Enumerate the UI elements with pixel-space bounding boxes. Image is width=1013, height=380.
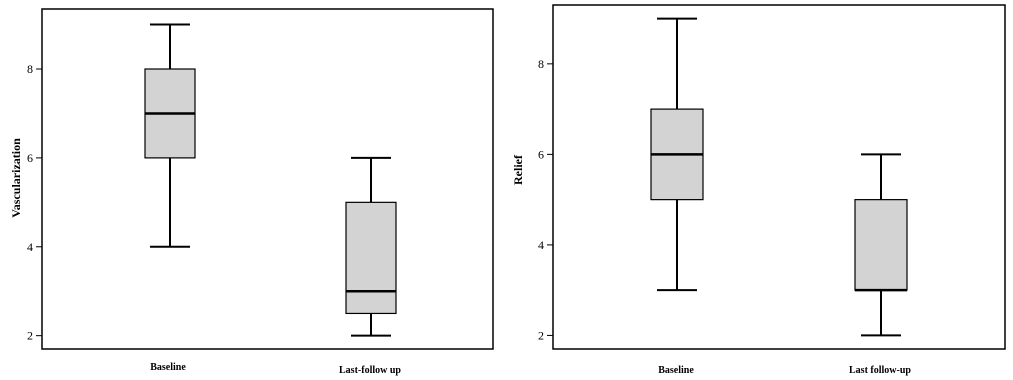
right-box-0: [650, 17, 704, 292]
right-plot-frame: [552, 4, 1006, 350]
left-y-tick-label-2: 6: [27, 151, 33, 165]
left-box-0: [144, 23, 196, 248]
iqr-box: [854, 199, 908, 291]
right-y-tick-label-3: 8: [538, 57, 544, 71]
left-boxes: [144, 23, 397, 337]
right-chart: Relief 2 4 6 8 Baseline Last follow-up: [511, 4, 1006, 376]
right-y-tick-label-0: 2: [538, 328, 544, 342]
left-y-axis-title: Vascularization: [9, 138, 23, 218]
right-box-1: [854, 153, 908, 337]
right-boxes: [650, 17, 908, 337]
left-y-ticks: 2 4 6 8: [27, 62, 42, 343]
left-chart: Vascularization 2 4 6 8 Baseline Last-follo…: [9, 8, 494, 376]
right-x-tick-label-1: Last follow-up: [849, 365, 911, 376]
left-y-tick-label-3: 8: [27, 62, 33, 76]
left-plot-frame: [41, 8, 494, 350]
iqr-box: [345, 201, 397, 315]
left-y-tick-label-0: 2: [27, 329, 33, 343]
left-y-tick-label-1: 4: [27, 240, 33, 254]
right-y-axis-title: Relief: [511, 154, 525, 185]
left-x-tick-label-0: Baseline: [150, 362, 186, 373]
right-y-tick-label-1: 4: [538, 238, 544, 252]
right-y-tick-label-2: 6: [538, 147, 544, 161]
left-x-tick-label-1: Last-follow up: [339, 365, 401, 376]
left-box-1: [345, 156, 397, 337]
right-x-tick-label-0: Baseline: [658, 365, 694, 376]
right-y-ticks: 2 4 6 8: [538, 57, 553, 342]
